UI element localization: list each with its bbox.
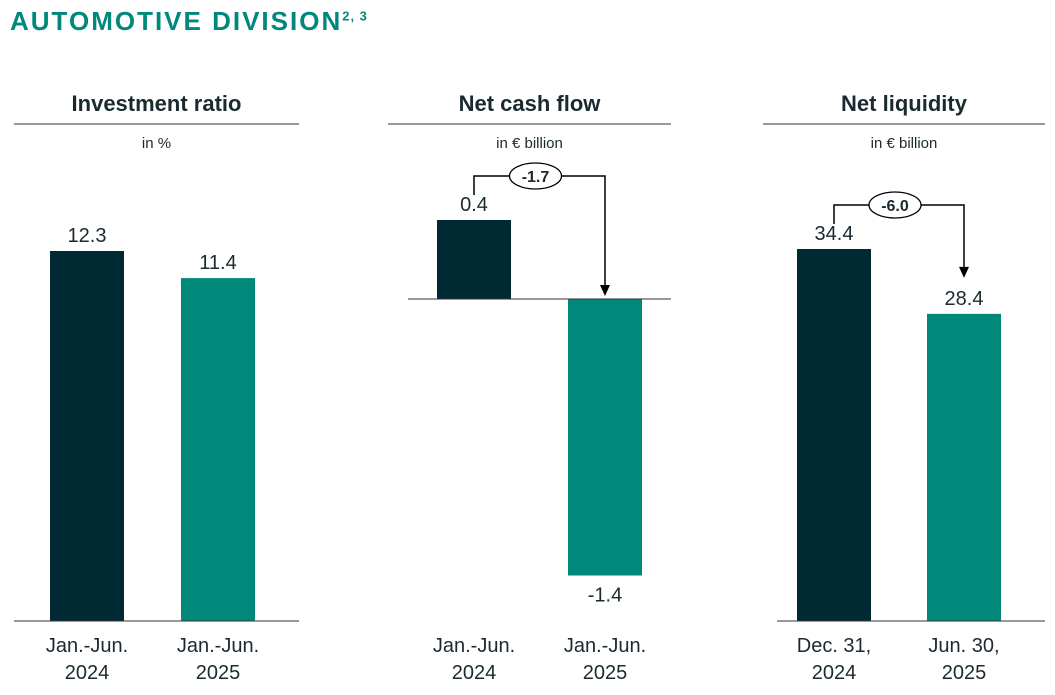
net-cash-flow-change-arrowhead [600,285,610,296]
net-cash-flow-change-label: -1.7 [522,169,550,186]
net-cash-flow-change-oval [508,162,563,190]
title-footnote-ref: 2, 3 [342,8,368,24]
net-liquidity-chart-title: Net liquidity [841,91,968,116]
net-cash-flow-bar-1 [437,220,511,299]
net-liquidity-change-label: -6.0 [881,198,909,215]
net-liquidity-change-arrowhead [959,266,969,278]
net-cash-flow-category-label-2-line-2: 2025 [583,662,628,684]
net-cash-flow-chart-title: Net cash flow [459,91,602,116]
net-cash-flow-value-label-1: 0.4 [460,194,488,216]
investment-ratio-value-label-2: 11.4 [199,252,236,274]
net-liquidity-value-label-2: 28.4 [945,288,984,310]
net-liquidity-change-oval [868,191,922,219]
net-cash-flow-bar-2 [568,299,642,576]
investment-ratio-category-label-1-line-1: Jan.-Jun. [46,635,128,657]
net-liquidity-category-label-1-line-1: Dec. 31, [797,635,871,657]
investment-ratio-chart-title: Investment ratio [72,91,242,116]
page-title-text: AUTOMOTIVE DIVISION [10,6,343,36]
investment-ratio-bar-1 [50,251,124,621]
net-liquidity-category-label-1-line-2: 2024 [812,662,857,684]
net-cash-flow-category-label-1-line-1: Jan.-Jun. [433,635,515,657]
net-liquidity-unit-label: in € billion [871,135,938,152]
investment-ratio-category-label-2-line-2: 2025 [196,662,241,684]
investment-ratio-value-label-1: 12.3 [68,225,107,247]
net-cash-flow-value-label-2: -1.4 [588,585,622,607]
net-liquidity-category-label-2-line-2: 2025 [942,662,987,684]
net-liquidity-bar-2 [927,313,1001,621]
net-cash-flow-unit-label: in € billion [496,135,563,152]
page-title: AUTOMOTIVE DIVISION2, 3 [10,6,368,37]
investment-ratio-category-label-2-line-1: Jan.-Jun. [177,635,259,657]
investment-ratio-bar-2 [181,278,255,621]
net-cash-flow-category-label-2-line-1: Jan.-Jun. [564,635,646,657]
investment-ratio-category-label-1-line-2: 2024 [65,662,110,684]
net-liquidity-category-label-2-line-1: Jun. 30, [928,635,999,657]
net-cash-flow-category-label-1-line-2: 2024 [452,662,497,684]
net-liquidity-bar-1 [797,249,871,621]
investment-ratio-unit-label: in % [142,135,171,152]
net-liquidity-value-label-1: 34.4 [815,223,854,245]
